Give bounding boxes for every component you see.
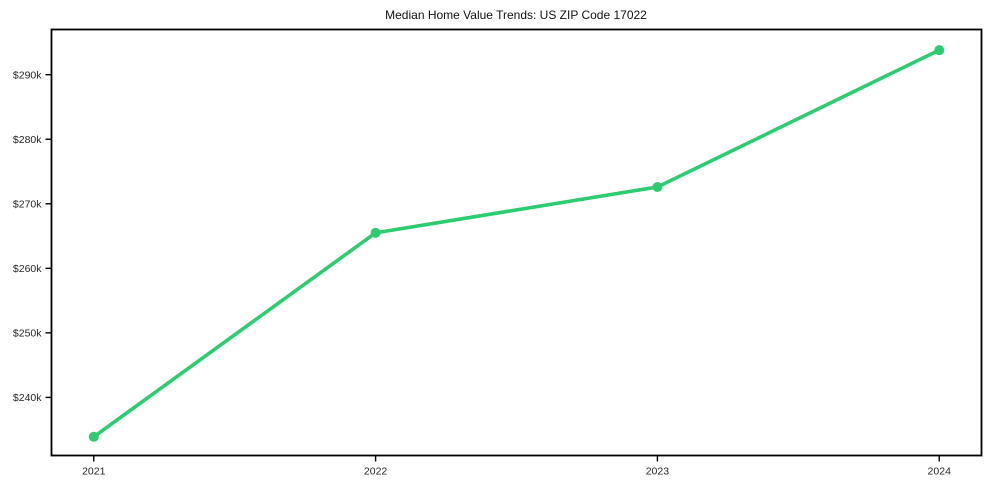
y-axis-tick-label: $280k <box>13 134 42 146</box>
data-point-marker <box>934 45 945 56</box>
y-axis-tick-label: $290k <box>13 69 42 81</box>
x-axis-tick-label: 2024 <box>928 466 952 478</box>
x-axis-tick-label: 2022 <box>364 466 388 478</box>
x-axis-tick-label: 2021 <box>82 466 106 478</box>
data-point-marker <box>370 227 381 238</box>
y-axis-tick-label: $250k <box>13 328 42 340</box>
data-point-marker <box>652 181 663 192</box>
chart-title: Median Home Value Trends: US ZIP Code 17… <box>385 8 647 22</box>
data-point-marker <box>88 431 99 442</box>
trend-line <box>91 48 942 439</box>
x-axis-tick-label: 2023 <box>646 466 670 478</box>
y-axis-tick-label: $260k <box>13 263 42 275</box>
plot-border <box>50 28 983 457</box>
y-axis-tick-label: $240k <box>13 392 42 404</box>
y-axis-tick-label: $270k <box>13 199 42 211</box>
